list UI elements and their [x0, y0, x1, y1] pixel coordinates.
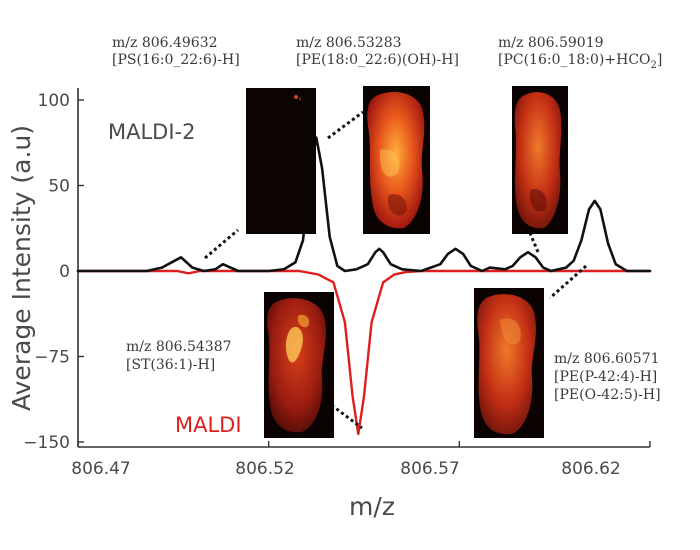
x-tick-label: 806.47: [71, 459, 130, 479]
leader-line-pc: [528, 232, 540, 253]
ion-image-ps: [246, 88, 316, 234]
ion-image-pe-oh: [363, 86, 430, 234]
series-line-maldi2: [76, 136, 652, 273]
x-tick-label: 806.62: [561, 459, 620, 479]
x-tick-label: 806.52: [235, 459, 294, 479]
annotation-pc-mz: m/z 806.59019: [498, 35, 604, 51]
ion-image-pc: [512, 86, 568, 234]
annotation-pc-tail: ]: [657, 52, 662, 68]
annotation-ps: m/z 806.49632 [PS(16:0_22:6)-H]: [112, 35, 240, 68]
leader-line-pe-oh: [327, 110, 364, 140]
annotation-pe-p-species: [PE(P-42:4)-H]: [554, 369, 657, 385]
annotation-ps-species: [PS(16:0_22:6)-H]: [112, 52, 240, 68]
x-tick-label: 806.57: [400, 459, 459, 479]
annotation-pe-oh: m/z 806.53283 [PE(18:0_22:6)(OH)-H]: [296, 35, 459, 68]
annotation-pe-oh-species: [PE(18:0_22:6)(OH)-H]: [296, 52, 459, 68]
y-tick-label: 0: [59, 262, 70, 282]
annotation-st-species: [ST(36:1)-H]: [126, 357, 215, 373]
annotation-pc: m/z 806.59019 [PC(16:0_18:0)+HCO2]: [498, 35, 662, 71]
annotation-st: m/z 806.54387 [ST(36:1)-H]: [126, 339, 232, 373]
series-label-maldi2: MALDI-2: [108, 120, 196, 144]
leader-line-ps: [204, 228, 239, 260]
leader-line-pe-p: [549, 264, 587, 300]
series-line-maldi: [76, 269, 652, 436]
annotation-pe-p: m/z 806.60571 [PE(P-42:4)-H] [PE(O-42:5)…: [554, 351, 661, 403]
y-axis-title: Average Intensity (a.u): [7, 125, 36, 411]
annotation-ps-mz: m/z 806.49632: [112, 35, 218, 51]
series-label-maldi: MALDI: [175, 413, 242, 437]
svg-text:[PC(16:0_18:0)+HCO2]: [PC(16:0_18:0)+HCO2]: [498, 52, 662, 71]
x-axis-title: m/z: [349, 492, 395, 521]
annotation-pc-subscript: 2: [651, 60, 657, 71]
annotation-pc-species: [PC(16:0_18:0)+HCO: [498, 52, 651, 68]
annotation-pe-oh-mz: m/z 806.53283: [296, 35, 402, 51]
y-tick-label: 100: [38, 91, 70, 111]
y-tick-label: −75: [34, 348, 70, 368]
annotation-pe-o-species: [PE(O-42:5)-H]: [554, 387, 661, 403]
annotation-st-mz: m/z 806.54387: [126, 339, 232, 355]
ion-image-st: [264, 292, 334, 438]
y-tick-label: 50: [48, 177, 70, 197]
y-tick-label: −150: [23, 433, 70, 453]
annotation-pe-p-mz: m/z 806.60571: [554, 351, 660, 367]
ion-image-pe-p: [474, 288, 544, 438]
